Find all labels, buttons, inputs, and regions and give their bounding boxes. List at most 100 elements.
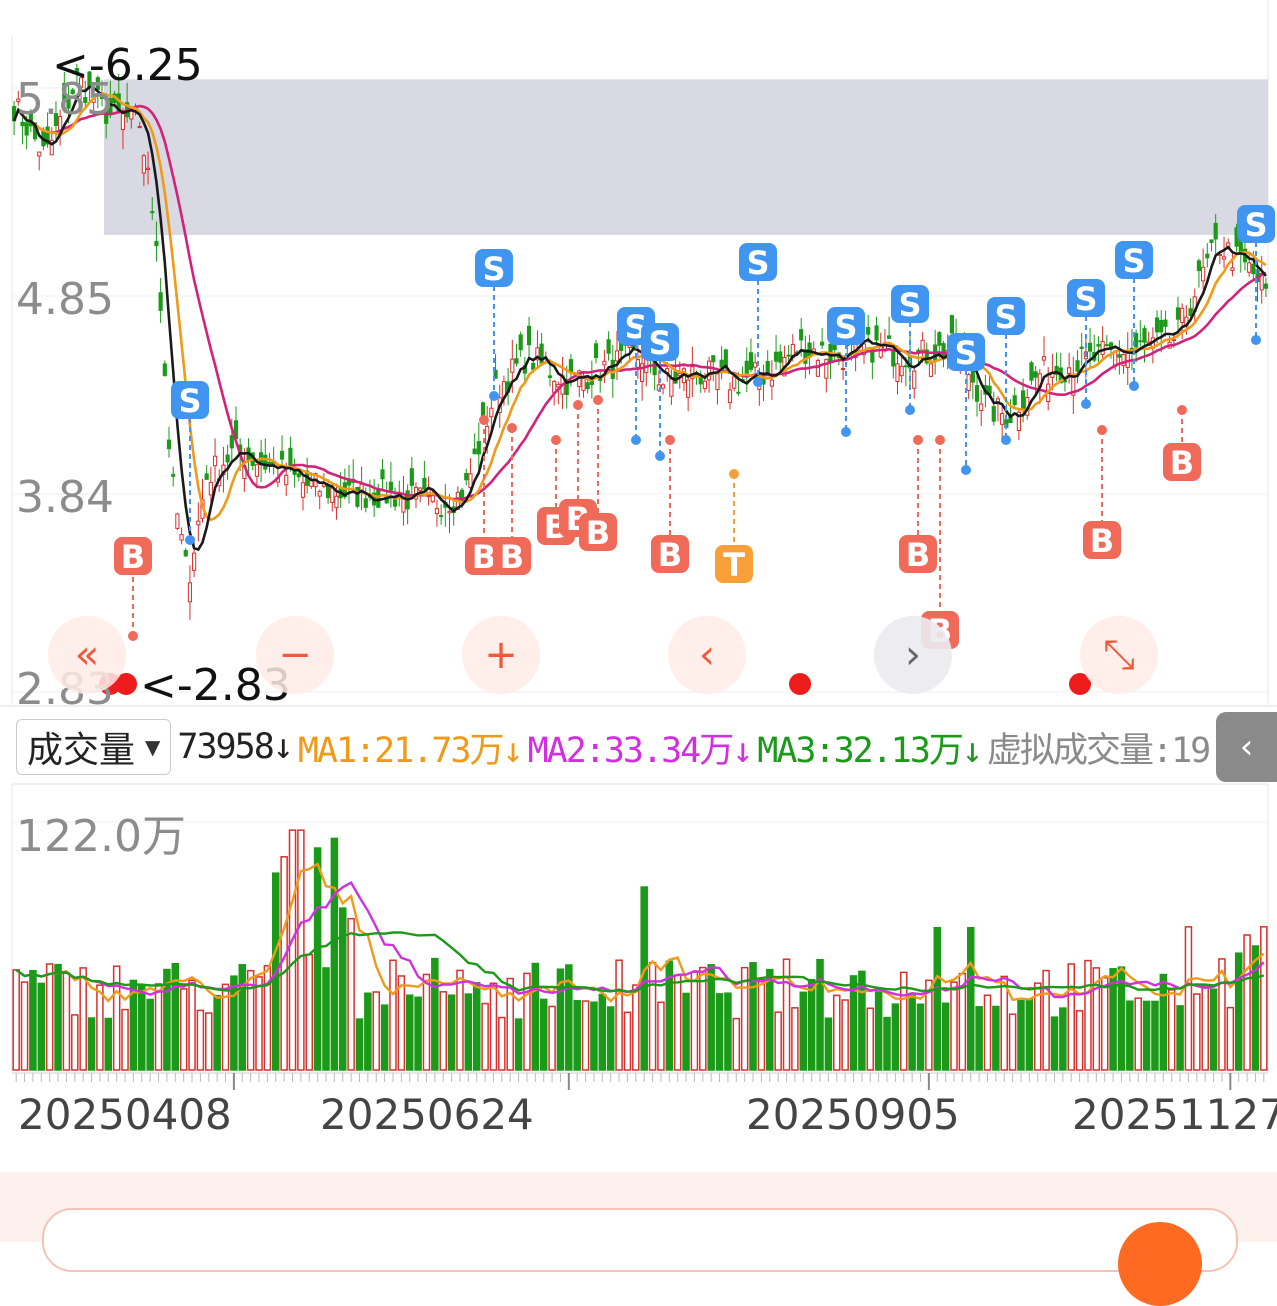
scroll-prev-button[interactable]: ‹ bbox=[668, 616, 746, 694]
volume-bar bbox=[205, 1012, 213, 1071]
price-label-2: 4.85 bbox=[16, 274, 114, 325]
volume-bar bbox=[1201, 984, 1209, 1071]
candle-body bbox=[95, 77, 100, 90]
candle-body bbox=[736, 391, 741, 394]
candle-body bbox=[887, 335, 892, 339]
volume-bar bbox=[506, 977, 514, 1071]
candle-body bbox=[208, 481, 213, 496]
buy-signal-badge bbox=[493, 537, 531, 575]
volume-bar bbox=[1176, 1005, 1184, 1071]
volume-bar bbox=[263, 965, 272, 1071]
candle-body bbox=[660, 384, 666, 389]
candle-body bbox=[150, 211, 155, 214]
volume-bar bbox=[188, 979, 196, 1071]
candle-body bbox=[778, 351, 783, 363]
volume-bar bbox=[816, 958, 824, 1071]
volume-bar bbox=[1226, 1006, 1235, 1071]
volume-bar bbox=[121, 1008, 129, 1071]
x-date-2: 20250624 bbox=[320, 1090, 534, 1139]
candle-body bbox=[1054, 365, 1059, 375]
volume-bar bbox=[807, 979, 816, 1071]
candle-body bbox=[472, 448, 477, 455]
candle-body bbox=[20, 121, 25, 127]
volume-bar bbox=[1033, 982, 1042, 1071]
candle-body bbox=[753, 362, 758, 368]
candle-body bbox=[1138, 340, 1143, 343]
volume-bar bbox=[45, 963, 54, 1071]
volume-bar bbox=[96, 984, 104, 1071]
candle-body bbox=[891, 349, 896, 367]
candle-body bbox=[1000, 413, 1005, 425]
chevron-right-icon: › bbox=[905, 632, 921, 678]
candle-body bbox=[179, 534, 184, 541]
volume-bar bbox=[1025, 998, 1034, 1071]
volume-bar bbox=[1084, 959, 1092, 1071]
candle-body bbox=[1067, 367, 1072, 374]
buy-signal-label: B bbox=[1170, 444, 1194, 482]
scroll-first-button[interactable]: « bbox=[48, 616, 126, 694]
candle-body bbox=[447, 510, 452, 514]
candle-body bbox=[1041, 356, 1047, 361]
candle-body bbox=[949, 315, 954, 334]
candle-body bbox=[640, 363, 645, 382]
caret-down-icon: ▼ bbox=[145, 735, 161, 759]
candle-body bbox=[602, 360, 607, 366]
volume-bar bbox=[791, 1007, 799, 1071]
collapse-panel-button[interactable]: ‹ bbox=[1216, 712, 1277, 782]
volume-bar bbox=[472, 982, 481, 1071]
candle-body bbox=[1154, 317, 1160, 333]
kline-chart[interactable]: SSSSSSSSSSSSBBBBBBBBBBBT bbox=[0, 0, 1277, 1242]
volume-bar bbox=[79, 967, 87, 1071]
zoom-in-button[interactable]: + bbox=[462, 616, 540, 694]
buy-signal-label: B bbox=[658, 536, 682, 574]
volume-ma1-line bbox=[15, 862, 1265, 1003]
zoom-out-button[interactable]: − bbox=[256, 616, 334, 694]
volume-ma1: MA1:21.73万↓ bbox=[297, 730, 524, 771]
volume-bar bbox=[1067, 963, 1075, 1071]
sell-signal-label: S bbox=[746, 244, 769, 282]
volume-bar bbox=[87, 1017, 96, 1071]
candle-body bbox=[16, 98, 21, 103]
candle-body bbox=[1159, 319, 1164, 333]
volume-bar bbox=[1159, 973, 1168, 1071]
buy-signal-badge bbox=[1083, 521, 1121, 559]
candle-body bbox=[171, 474, 176, 477]
indicator-select[interactable]: 成交量 ▼ bbox=[16, 719, 172, 775]
volume-bar bbox=[1000, 975, 1009, 1071]
candle-body bbox=[773, 351, 779, 362]
candle-body bbox=[723, 349, 728, 368]
candle-body bbox=[363, 498, 368, 508]
volume-bar bbox=[12, 969, 20, 1071]
volume-bar bbox=[313, 847, 322, 1071]
sell-signal-label: S bbox=[482, 250, 505, 288]
candle-body bbox=[627, 344, 632, 348]
x-date-1: 20250408 bbox=[18, 1090, 232, 1139]
sell-signal-badge bbox=[1237, 205, 1275, 243]
volume-bar bbox=[606, 1006, 615, 1071]
bottom-input-field[interactable] bbox=[42, 1208, 1238, 1272]
candle-body bbox=[1012, 395, 1017, 406]
volume-bar bbox=[883, 1016, 891, 1071]
buy-signal-label: B bbox=[500, 538, 524, 576]
candle-body bbox=[78, 77, 84, 88]
candle-body bbox=[593, 343, 599, 359]
candle-body bbox=[392, 498, 398, 507]
candle-body bbox=[380, 469, 385, 480]
candle-body bbox=[1142, 328, 1147, 343]
volume-bar bbox=[598, 993, 607, 1071]
candle-body bbox=[535, 347, 540, 361]
candle-body bbox=[254, 464, 260, 477]
volume-bar bbox=[941, 1002, 950, 1071]
volume-bar bbox=[372, 991, 381, 1071]
volume-bar bbox=[992, 1005, 1000, 1071]
volume-ma3: MA3:32.13万↓ bbox=[757, 730, 983, 771]
buy-signal-dot bbox=[507, 423, 517, 433]
volume-bar bbox=[732, 1017, 741, 1071]
scroll-next-button[interactable]: › bbox=[874, 616, 952, 694]
candle-body bbox=[803, 349, 808, 364]
assistant-button[interactable] bbox=[1118, 1222, 1202, 1306]
volume-bar bbox=[364, 992, 372, 1071]
fullscreen-button[interactable]: ⤡ bbox=[1080, 616, 1158, 694]
volume-bar bbox=[1184, 926, 1193, 1071]
volume-bar bbox=[171, 962, 180, 1071]
